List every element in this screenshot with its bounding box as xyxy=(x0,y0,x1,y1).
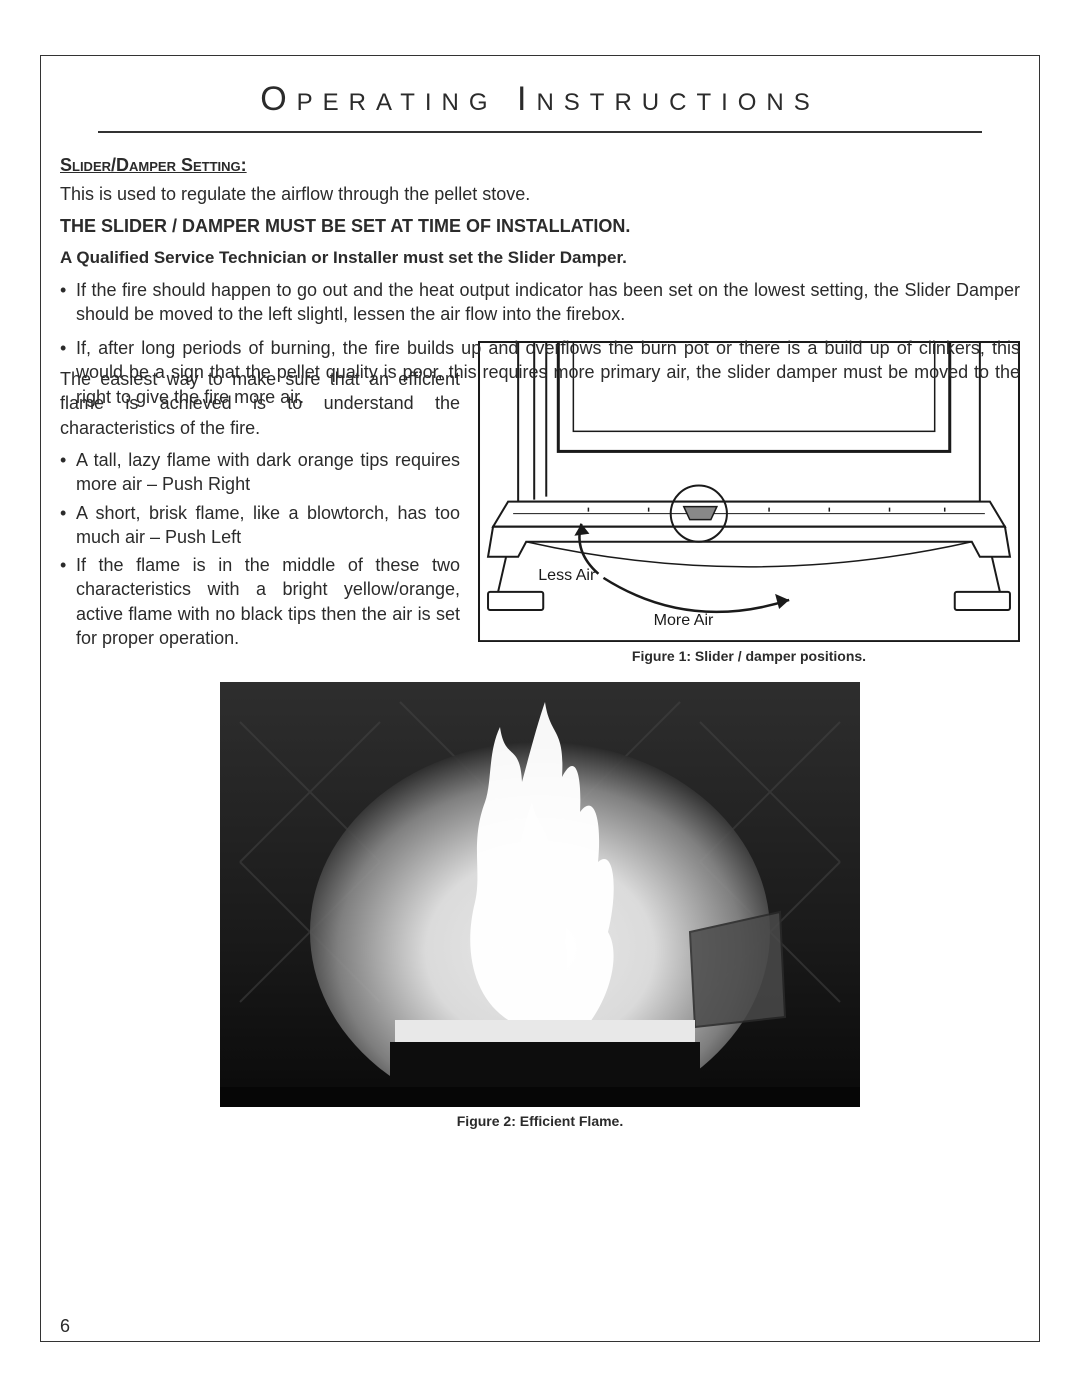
two-column-region: The easiest way to make sure that an eff… xyxy=(60,417,1020,664)
title-rule xyxy=(98,131,981,133)
figure-2-caption: Figure 2: Efficient Flame. xyxy=(60,1113,1020,1129)
bullet-item: A tall, lazy flame with dark orange tips… xyxy=(60,448,460,497)
page-content: Operating Instructions Slider/Damper Set… xyxy=(60,80,1020,1129)
warning-line-2: A Qualified Service Technician or Instal… xyxy=(60,247,1020,270)
bullet-item: If the flame is in the middle of these t… xyxy=(60,553,460,650)
main-bullets: If the fire should happen to go out and … xyxy=(60,278,1020,409)
warning-line-1: THE SLIDER / DAMPER MUST BE SET AT TIME … xyxy=(60,214,1020,238)
figure-2: Figure 2: Efficient Flame. xyxy=(60,682,1020,1129)
more-air-label: More Air xyxy=(654,611,714,629)
figure-1-caption: Figure 1: Slider / damper positions. xyxy=(478,648,1020,664)
section-heading: Slider/Damper Setting: xyxy=(60,155,1020,176)
page-title: Operating Instructions xyxy=(60,80,1020,119)
page-number: 6 xyxy=(60,1316,70,1337)
bullet-item: If, after long periods of burning, the f… xyxy=(60,336,1020,409)
left-column: The easiest way to make sure that an eff… xyxy=(60,417,460,658)
less-air-label: Less Air xyxy=(538,566,596,584)
bullet-item: If the fire should happen to go out and … xyxy=(60,278,1020,327)
intro-text: This is used to regulate the airflow thr… xyxy=(60,182,1020,206)
bullet-item: A short, brisk flame, like a blowtorch, … xyxy=(60,501,460,550)
efficient-flame-photo xyxy=(220,682,860,1107)
flame-bullets: A tall, lazy flame with dark orange tips… xyxy=(60,448,460,650)
